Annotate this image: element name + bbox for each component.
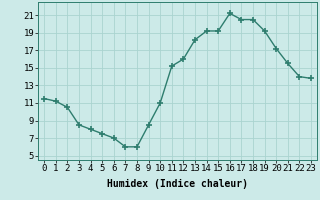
X-axis label: Humidex (Indice chaleur): Humidex (Indice chaleur) — [107, 179, 248, 189]
